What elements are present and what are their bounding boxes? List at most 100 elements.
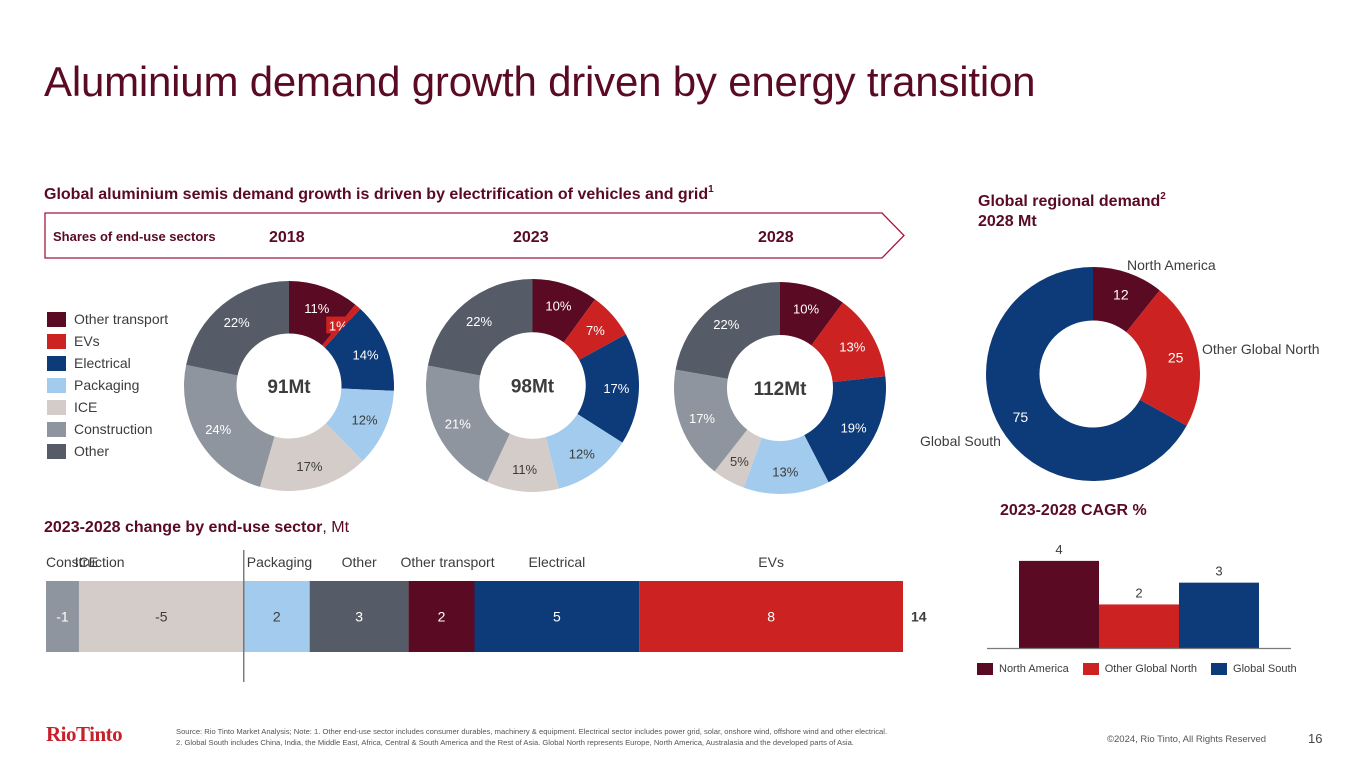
donut-label-other-global-north: 25 (1168, 350, 1184, 366)
donut-label-packaging: 12% (352, 413, 378, 428)
legend-swatch (977, 663, 993, 675)
regional-label-global-south: Global South (920, 433, 1001, 449)
legend-label: Electrical (74, 355, 131, 371)
donut-label-packaging: 13% (772, 464, 798, 479)
donut-segment-electrical (324, 308, 394, 391)
donut-segment-other-transport (532, 279, 596, 343)
donut-center-total: 98Mt (511, 377, 555, 398)
donut-label-global-south: 75 (1013, 409, 1029, 425)
cagr-legend-other-global-north: Other Global North (1082, 663, 1198, 675)
legend-label: Other transport (74, 311, 169, 327)
legend-item-other: Other (47, 440, 168, 462)
legend-swatch (47, 399, 66, 415)
donut-segment-other-global-north (1126, 290, 1200, 426)
semis-heading-footnote-ref: 1 (708, 184, 714, 195)
legend-swatch (47, 311, 66, 327)
waterfall-value-other-transport: 2 (438, 609, 446, 625)
cagr-bar-north-america (1019, 560, 1099, 648)
rio-tinto-logo: RioTinto (46, 722, 123, 746)
cagr-bar-chart: 4 2 3 (987, 542, 1291, 650)
change-heading-unit: , Mt (322, 519, 350, 536)
donut-segment-packaging (325, 388, 394, 461)
waterfall-total-label: 14 (911, 609, 927, 625)
donut-segment-packaging (545, 414, 623, 489)
donut-chart-2018: 11%1%14%12%17%24%22%91Mt (184, 281, 394, 491)
regional-heading-text: Global regional demand (978, 193, 1161, 210)
legend-item-construction: Construction (47, 418, 168, 440)
donut-segment-electrical (577, 334, 639, 443)
semis-heading: Global aluminium semis demand growth is … (44, 184, 714, 204)
legend-label: North America (999, 663, 1069, 675)
donut-segment-packaging (743, 435, 829, 494)
waterfall-bar-other-transport (408, 581, 475, 652)
waterfall-value-ice: -5 (155, 609, 168, 625)
change-heading-bold: 2023-2028 change by end-use sector (44, 519, 323, 536)
waterfall-chart: -1 Construction -5 ICE 2 Packaging 3 Other 2 Othe… (46, 550, 927, 682)
banner-label: Shares of end-use sectors (53, 229, 216, 244)
legend-label: EVs (74, 333, 100, 349)
donut-label-electrical: 14% (353, 348, 379, 363)
cagr-heading: 2023-2028 CAGR % (1000, 502, 1147, 519)
waterfall-category-evs: EVs (758, 554, 784, 570)
legend-item-evs: EVs (47, 330, 168, 352)
donut-label-evs: 7% (586, 323, 605, 338)
regional-label-north-america: North America (1127, 257, 1216, 273)
donut-segment-construction (674, 369, 748, 472)
waterfall-value-other: 3 (355, 609, 363, 625)
semis-heading-text: Global aluminium semis demand growth is … (44, 186, 709, 203)
legend-label: Packaging (74, 377, 140, 393)
waterfall-category-ice: ICE (75, 554, 98, 570)
legend-item-electrical: Electrical (47, 352, 168, 374)
donut-label-construction: 21% (445, 417, 471, 432)
donut-segment-other-transport (780, 282, 843, 346)
donut-label-construction: 24% (205, 422, 231, 437)
regional-heading: Global regional demand2 (978, 191, 1166, 211)
waterfall-category-other: Other (342, 554, 377, 570)
cagr-legend-north-america: North America (977, 663, 1069, 675)
change-heading: 2023-2028 change by end-use sector, Mt (44, 519, 349, 537)
donut-segment-other (675, 282, 780, 379)
copyright: ©2024, Rio Tinto, All Rights Reserved (1107, 734, 1267, 745)
cagr-legend: North America Other Global North Global … (977, 663, 1297, 675)
waterfall-value-construction: -1 (56, 609, 69, 625)
legend-item-ice: ICE (47, 396, 168, 418)
legend-swatch (47, 377, 66, 393)
donut-segment-global-south (986, 267, 1187, 481)
donut-segment-north-america (1093, 267, 1160, 333)
cagr-value-other-global-north: 2 (1135, 585, 1142, 600)
donut-label-other: 22% (224, 315, 250, 330)
footnote-line-1: Source: Rio Tinto Market Analysis; Note:… (176, 727, 888, 736)
legend-label: ICE (74, 399, 98, 415)
donut-segment-ice (714, 429, 762, 488)
year-2023: 2023 (513, 229, 549, 246)
page-number: 16 (1308, 731, 1323, 746)
donut-center-total: 91Mt (267, 377, 311, 398)
legend-swatch (47, 355, 66, 371)
legend-item-other-transport: Other transport (47, 308, 168, 330)
years-banner-arrow (44, 212, 905, 259)
donut-segment-evs (811, 302, 886, 383)
donut-label-construction: 17% (689, 411, 715, 426)
legend-swatch (1082, 663, 1099, 675)
donut-segment-electrical (804, 376, 886, 483)
legend-label: Other Global North (1104, 663, 1198, 675)
donut-segment-evs (563, 299, 626, 360)
year-2028: 2028 (758, 229, 794, 246)
regional-subheading: 2028 Mt (978, 213, 1037, 230)
donut-segment-other (427, 279, 533, 376)
waterfall-value-evs: 8 (767, 609, 775, 625)
legend-label: Global South (1233, 663, 1297, 675)
donut-label-electrical: 17% (603, 381, 629, 396)
donut-label-electrical: 19% (841, 420, 867, 435)
donut-segment-construction (426, 365, 510, 482)
cagr-value-north-america: 4 (1055, 542, 1062, 557)
cagr-legend-global-south: Global South (1211, 663, 1297, 675)
donut-segment-other (186, 281, 289, 376)
cagr-bar-global-south (1179, 582, 1259, 648)
waterfall-value-electrical: 5 (553, 609, 561, 625)
donut-segment-other-transport (289, 281, 356, 346)
donut-label-ice: 11% (512, 462, 537, 477)
waterfall-bar-packaging (243, 581, 310, 652)
footnote-line-2: 2. Global South includes China, India, t… (176, 738, 854, 747)
donut-label-evs: 13% (839, 339, 865, 354)
